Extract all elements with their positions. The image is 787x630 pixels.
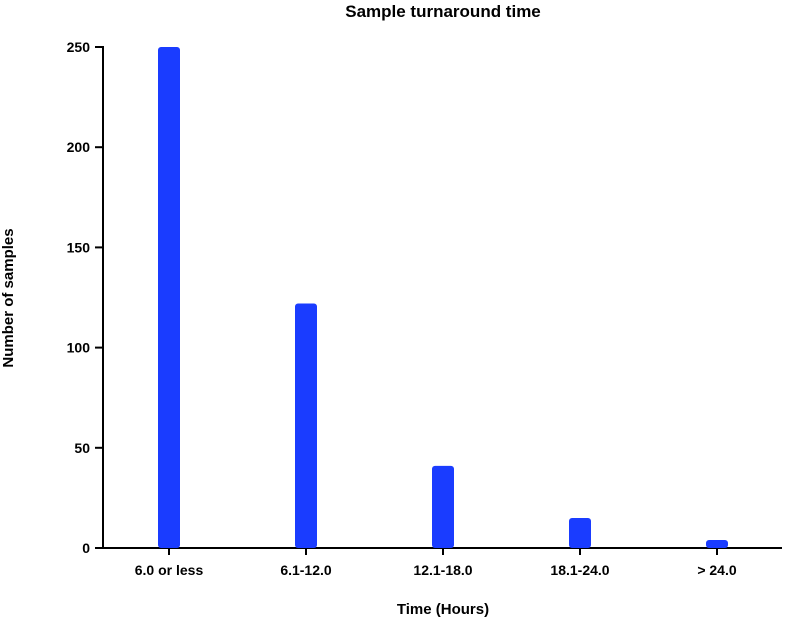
y-tick-label: 50 xyxy=(74,440,90,456)
bars xyxy=(158,47,728,548)
bar-4 xyxy=(569,517,591,548)
x-tick-label: 12.1-18.0 xyxy=(413,562,472,578)
x-axis-title: Time (Hours) xyxy=(397,601,489,618)
bar-5 xyxy=(706,539,728,548)
x-tick-label: 6.0 or less xyxy=(135,562,204,578)
bar-2 xyxy=(295,303,317,548)
y-tick-label: 200 xyxy=(67,139,91,155)
y-tick-label: 0 xyxy=(82,540,90,556)
bar-3 xyxy=(432,465,454,548)
y-tick-label: 150 xyxy=(67,239,91,255)
x-tick-label: 6.1-12.0 xyxy=(280,562,332,578)
y-tick-label: 100 xyxy=(67,340,91,356)
x-tick-label: > 24.0 xyxy=(697,562,737,578)
chart-title: Sample turnaround time xyxy=(345,2,541,21)
y-tick-labels: 0 50 100 150 200 250 xyxy=(67,39,91,556)
x-tick-labels: 6.0 or less 6.1-12.0 12.1-18.0 18.1-24.0 > 2… xyxy=(135,562,737,578)
y-tick-label: 250 xyxy=(67,39,91,55)
x-tick-label: 18.1-24.0 xyxy=(550,562,609,578)
y-axis-title: Number of samples xyxy=(0,228,17,367)
bar-1 xyxy=(158,47,180,548)
